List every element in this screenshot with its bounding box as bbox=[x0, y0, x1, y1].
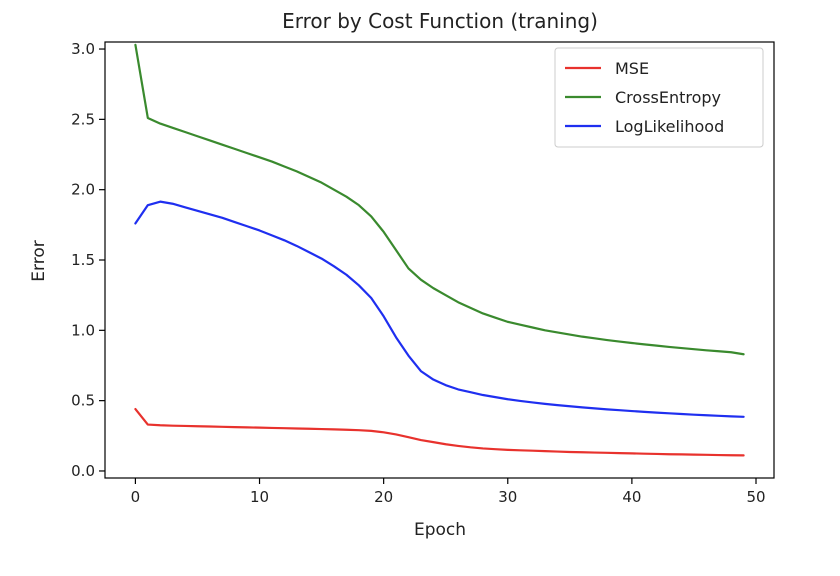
y-tick-label: 3.0 bbox=[71, 40, 95, 58]
x-tick-label: 40 bbox=[622, 488, 641, 506]
series-line-loglikelihood bbox=[134, 200, 745, 418]
legend-box bbox=[554, 47, 764, 148]
legend: MSE CrossEntropy LogLikelihood bbox=[554, 47, 764, 148]
y-tick-label: 2.0 bbox=[71, 181, 95, 199]
legend-label-loglikelihood: LogLikelihood bbox=[615, 117, 724, 136]
x-tick-label: 50 bbox=[746, 488, 765, 506]
y-tick-label: 0.0 bbox=[71, 462, 95, 480]
x-tick-label: 20 bbox=[374, 488, 393, 506]
plot-area: 0 10 20 30 40 50 0.0 0.5 1.0 1.5 2.0 2.5 3.0 bbox=[71, 40, 775, 506]
y-tick-label: 0.5 bbox=[71, 392, 95, 410]
x-axis-label: Epoch bbox=[414, 520, 466, 540]
series-line-crossentropy bbox=[134, 43, 745, 356]
y-axis-label: Error bbox=[29, 240, 49, 281]
y-tick-label: 2.5 bbox=[71, 110, 95, 128]
series-line-mse bbox=[134, 407, 745, 457]
y-tick-label: 1.5 bbox=[71, 251, 95, 269]
legend-label-crossentropy: CrossEntropy bbox=[615, 88, 721, 107]
y-tick-label: 1.0 bbox=[71, 321, 95, 339]
x-tick-label: 10 bbox=[250, 488, 269, 506]
legend-label-mse: MSE bbox=[615, 59, 649, 78]
chart-title: Error by Cost Function (traning) bbox=[282, 9, 598, 33]
x-tick-label: 30 bbox=[498, 488, 517, 506]
x-tick-label: 0 bbox=[131, 488, 141, 506]
